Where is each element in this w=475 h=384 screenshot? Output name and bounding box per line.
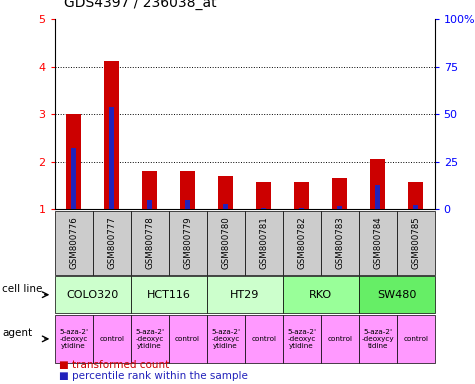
Text: GSM800777: GSM800777 [107,217,116,269]
Text: GSM800782: GSM800782 [297,217,306,269]
Text: ■ percentile rank within the sample: ■ percentile rank within the sample [59,371,248,381]
Bar [71,147,76,209]
Bar [332,179,347,209]
Text: COLO320: COLO320 [66,290,119,300]
Text: ■ transformed count: ■ transformed count [59,360,170,370]
Text: 5-aza-2'
-deoxyc
ytidine: 5-aza-2' -deoxyc ytidine [135,329,164,349]
Text: GSM800780: GSM800780 [221,217,230,269]
Bar [337,206,342,209]
Text: 5-aza-2'
-deoxyc
ytidine: 5-aza-2' -deoxyc ytidine [211,329,240,349]
Bar [223,204,228,209]
Text: 5-aza-2'
-deoxyc
ytidine: 5-aza-2' -deoxyc ytidine [287,329,316,349]
Text: GSM800776: GSM800776 [69,217,78,269]
Text: HT29: HT29 [230,290,259,300]
Text: control: control [327,336,352,342]
Text: GDS4397 / 236038_at: GDS4397 / 236038_at [64,0,217,10]
Text: GSM800784: GSM800784 [373,217,382,269]
Text: control: control [403,336,428,342]
Text: GSM800781: GSM800781 [259,217,268,269]
Bar [218,176,233,209]
Text: control: control [99,336,124,342]
Bar [408,182,423,209]
Bar [180,171,195,209]
Bar [256,182,271,209]
Text: HCT116: HCT116 [147,290,190,300]
Text: cell line: cell line [2,284,43,294]
Text: GSM800785: GSM800785 [411,217,420,269]
Text: SW480: SW480 [377,290,416,300]
Text: agent: agent [2,328,32,338]
Text: GSM800783: GSM800783 [335,217,344,269]
Text: control: control [251,336,276,342]
Bar [142,171,157,209]
Text: control: control [175,336,200,342]
Bar [375,185,380,209]
Bar [104,61,119,209]
Bar [294,182,309,209]
Bar [66,114,81,209]
Bar [413,205,418,209]
Bar [370,159,385,209]
Text: 5-aza-2'
-deoxycy
tidine: 5-aza-2' -deoxycy tidine [361,329,394,349]
Bar [147,200,152,209]
Text: GSM800779: GSM800779 [183,217,192,269]
Text: RKO: RKO [309,290,332,300]
Text: GSM800778: GSM800778 [145,217,154,269]
Bar [185,200,190,209]
Text: 5-aza-2'
-deoxyc
ytidine: 5-aza-2' -deoxyc ytidine [59,329,88,349]
Bar [109,107,114,209]
